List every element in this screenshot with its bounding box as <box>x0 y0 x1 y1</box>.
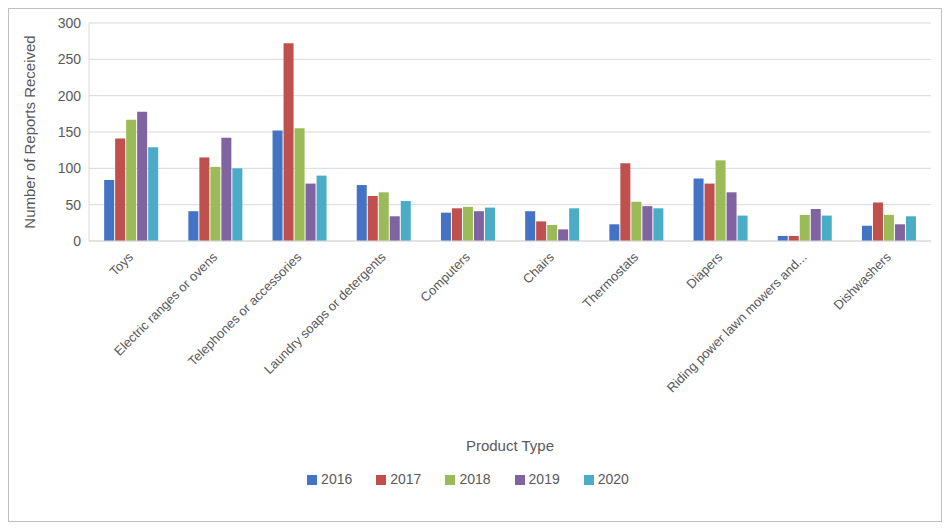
svg-text:150: 150 <box>58 124 82 140</box>
svg-text:Product Type: Product Type <box>466 437 554 454</box>
svg-text:Number of Reports Received: Number of Reports Received <box>21 35 38 228</box>
html-text:2019: 2019 <box>528 471 560 487</box>
svg-text:Dishwashers: Dishwashers <box>831 249 895 313</box>
svg-text:Diapers: Diapers <box>683 249 726 292</box>
svg-text:Electric ranges or ovens: Electric ranges or ovens <box>111 249 221 359</box>
svg-text:200: 200 <box>58 88 82 104</box>
svg-text:Thermostats: Thermostats <box>580 249 642 311</box>
svg-text:Computers: Computers <box>417 249 473 305</box>
svg-text:250: 250 <box>58 51 82 67</box>
svg-text:Chairs: Chairs <box>520 249 558 287</box>
svg-text:300: 300 <box>58 15 82 31</box>
svg-text:100: 100 <box>58 160 82 176</box>
svg-text:Toys: Toys <box>107 249 137 279</box>
svg-text:50: 50 <box>65 197 81 213</box>
svg-text:Telephones or accessories: Telephones or accessories <box>185 249 305 369</box>
html-text:2017: 2017 <box>390 471 422 487</box>
html-text:2016: 2016 <box>321 471 353 487</box>
html-text:2018: 2018 <box>459 471 491 487</box>
html-text:2020: 2020 <box>597 471 629 487</box>
svg-text:Laundry soaps or detergents: Laundry soaps or detergents <box>261 249 389 377</box>
svg-text:0: 0 <box>73 233 81 249</box>
svg-text:Riding power lawn mowers and..: Riding power lawn mowers and... <box>664 249 810 395</box>
